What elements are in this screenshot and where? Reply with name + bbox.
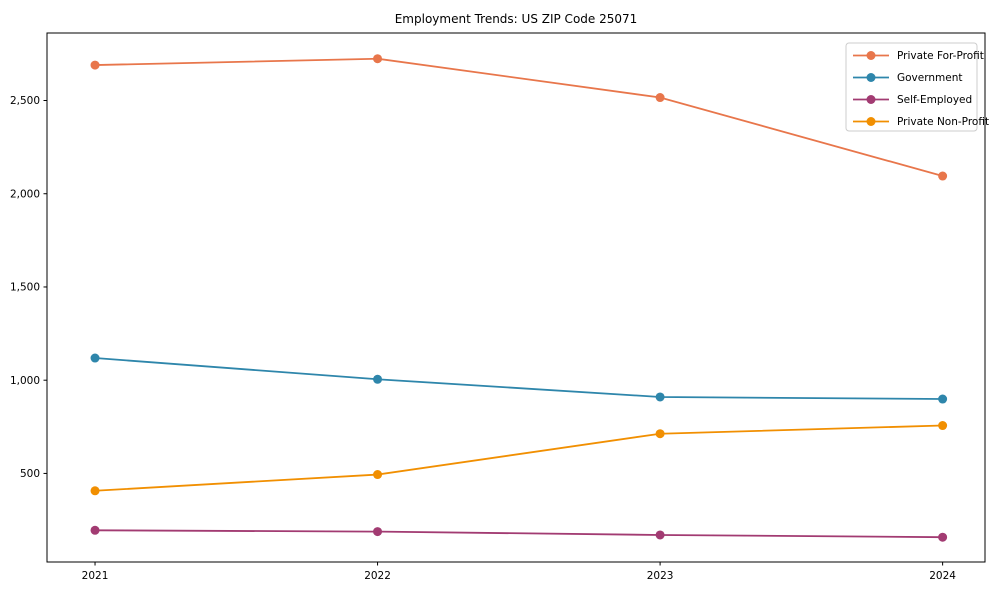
y-tick-label: 2,500 [10,95,40,107]
data-point-marker [655,392,665,402]
legend-marker [866,117,876,126]
x-tick-label: 2023 [647,570,674,582]
legend-item-label: Government [897,72,962,84]
legend-marker [866,51,876,60]
data-point-marker [373,54,383,64]
x-tick-label: 2021 [82,570,109,582]
chart-title: Employment Trends: US ZIP Code 25071 [394,12,638,26]
data-point-marker [90,60,100,70]
data-point-marker [655,93,665,103]
data-point-marker [90,353,100,363]
data-point-marker [90,486,100,496]
legend-marker [866,73,876,82]
legend-box [845,42,978,132]
series-line [95,529,943,539]
y-tick-label: 500 [20,468,40,480]
x-tick-label: 2024 [929,570,956,582]
x-tick-label: 2022 [364,570,391,582]
data-point-marker [938,532,948,542]
data-point-marker [90,525,100,535]
data-point-marker [655,429,665,439]
legend-item-label: Private For-Profit [897,50,984,62]
data-point-marker [373,470,383,480]
series-line [95,57,943,177]
data-point-marker [373,374,383,384]
plot-border [46,32,986,563]
y-tick-label: 1,500 [10,282,40,294]
data-point-marker [938,394,948,404]
legend-marker [866,95,876,104]
legend-item-label: Self-Employed [897,94,972,106]
data-point-marker [938,421,948,431]
series-line [94,424,943,492]
data-point-marker [938,171,948,181]
y-tick-label: 2,000 [10,188,40,200]
series-line [94,357,943,400]
data-point-marker [373,527,383,537]
legend-item-label: Private Non-Profit [897,116,989,128]
data-point-marker [655,530,665,540]
y-tick-label: 1,000 [10,375,40,387]
